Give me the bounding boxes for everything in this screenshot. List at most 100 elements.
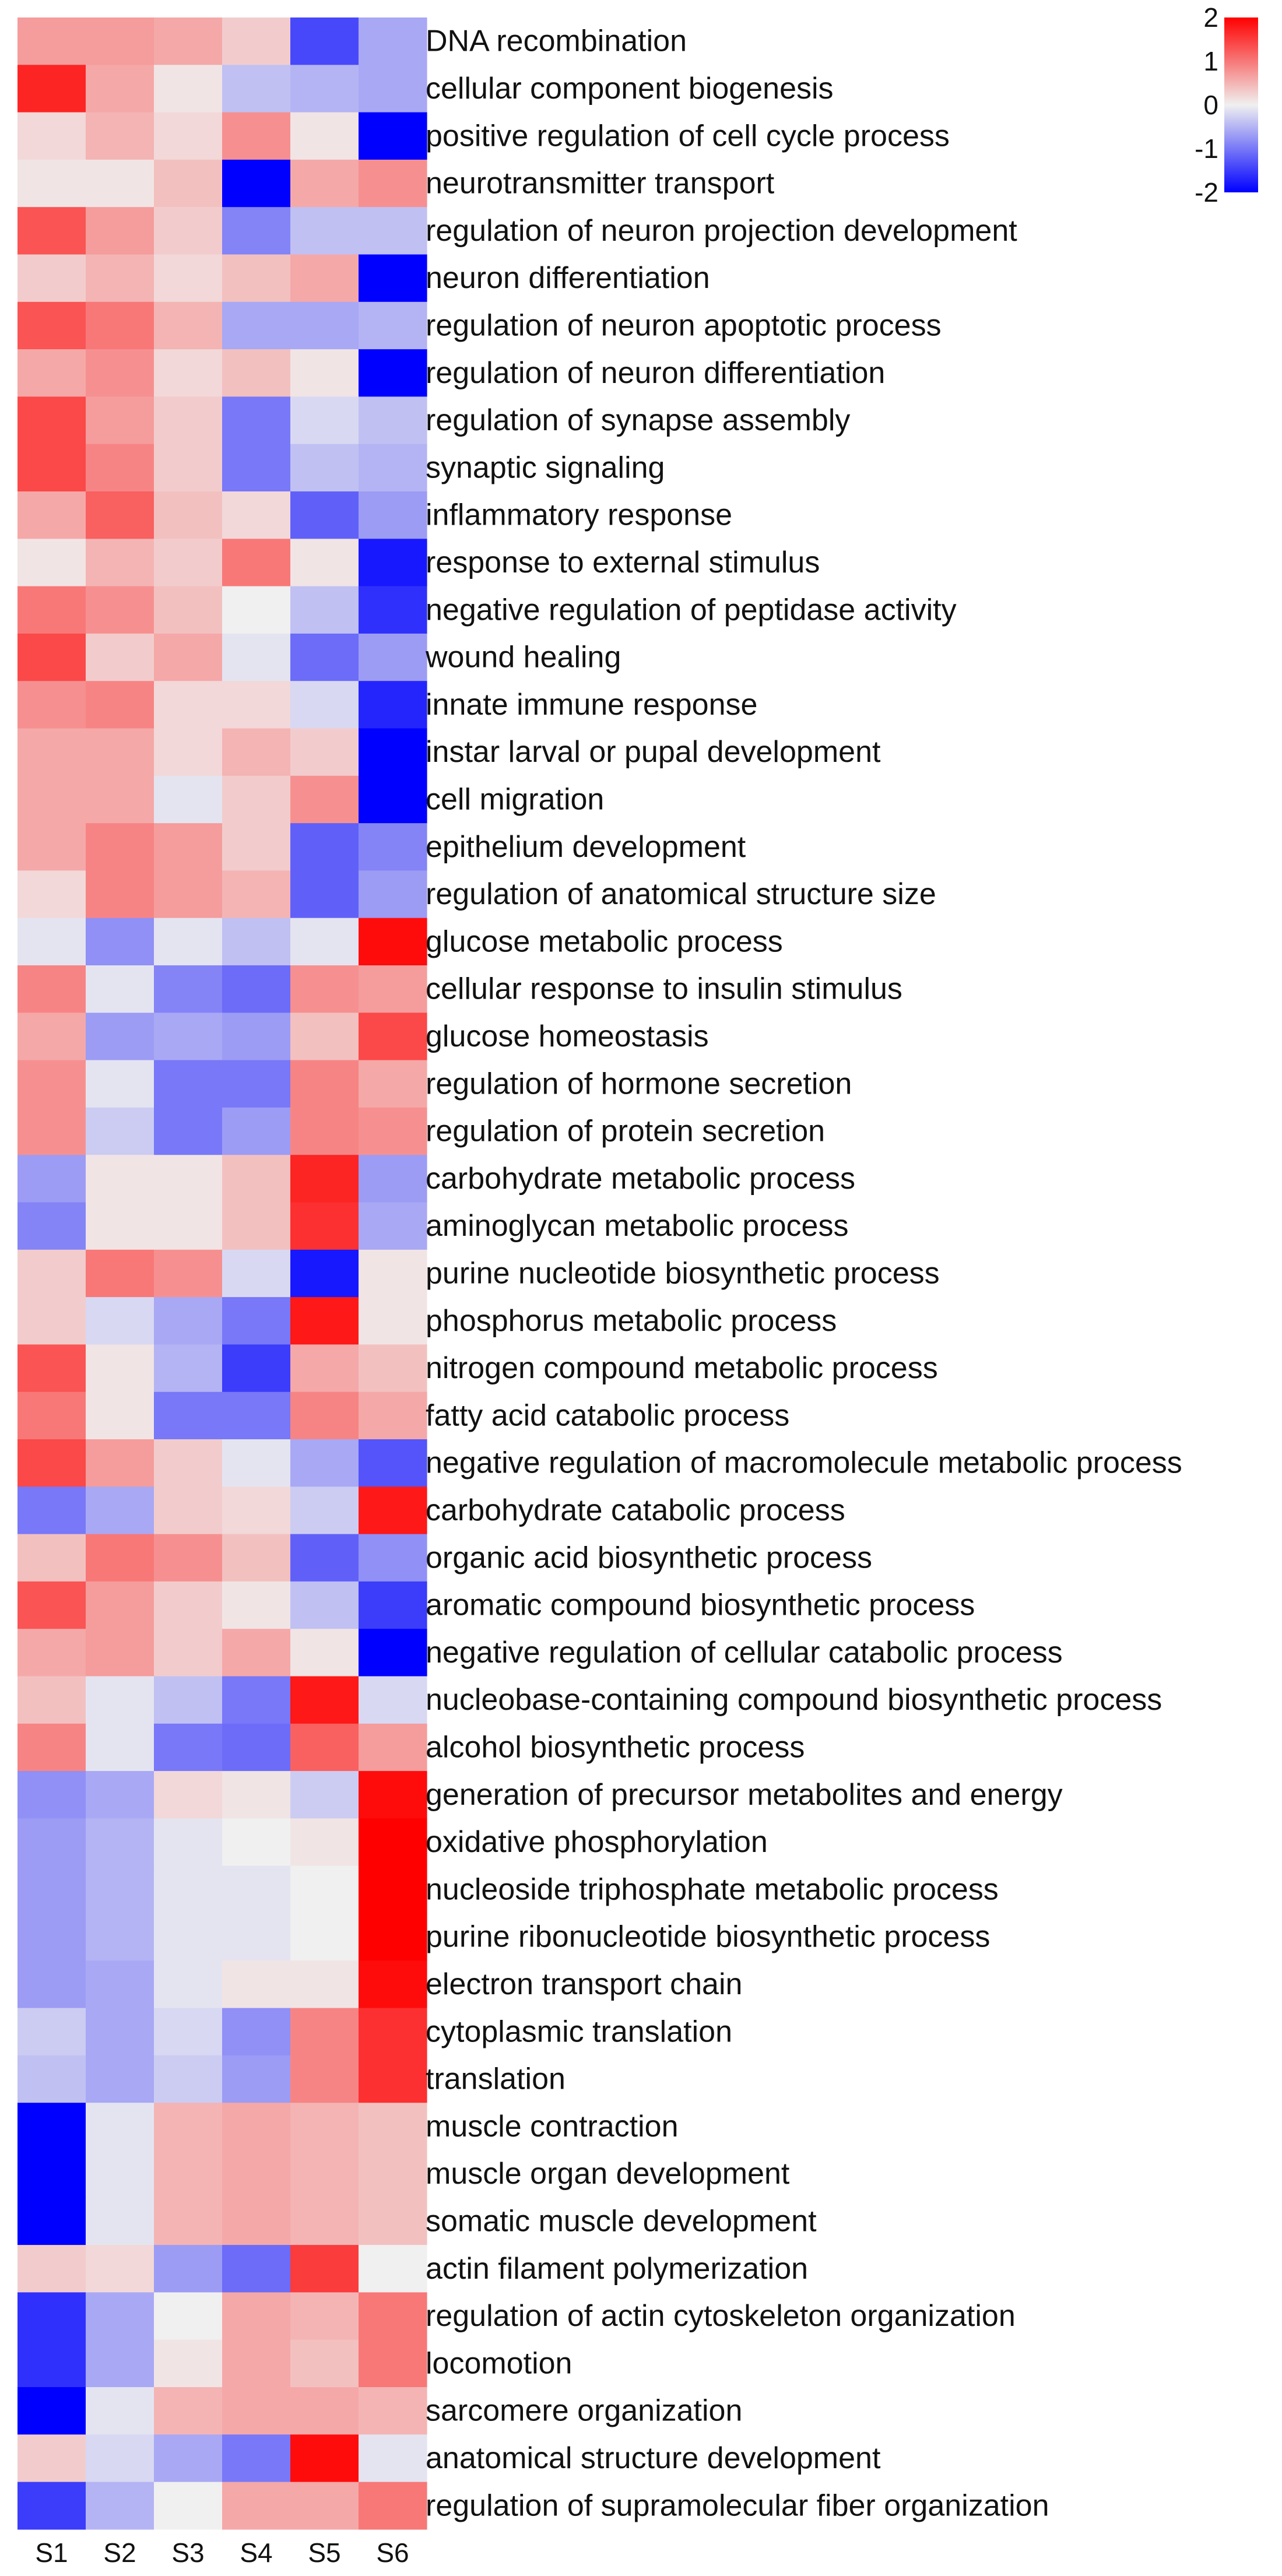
- heatmap-cell-s6-row-45: [359, 2103, 427, 2151]
- heatmap-cell-s5-row-44: [290, 2055, 359, 2103]
- heatmap-cell-s5-row-30: [290, 1391, 359, 1440]
- row-label-nucleobase-containing-compound-biosynthetic-process: nucleobase-containing compound biosynthe…: [426, 1683, 1162, 1717]
- heatmap-cell-s2-row-23: [86, 1060, 154, 1108]
- heatmap-cell-s5-row-8: [290, 349, 359, 397]
- row-label-anatomical-structure-development: anatomical structure development: [426, 2441, 881, 2475]
- legend-tick-label: -1: [1195, 133, 1218, 164]
- heatmap-cell-s5-row-37: [290, 1723, 359, 1772]
- heatmap-cell-s1-row-37: [17, 1723, 86, 1772]
- heatmap-cell-s6-row-52: [359, 2434, 427, 2483]
- heatmap-cell-s3-row-4: [154, 159, 223, 208]
- heatmap-cell-s1-row-27: [17, 1249, 86, 1298]
- row-label-neurotransmitter-transport: neurotransmitter transport: [426, 167, 775, 201]
- heatmap-cell-s6-row-1: [359, 17, 427, 65]
- heatmap-cell-s3-row-47: [154, 2197, 223, 2245]
- heatmap-cell-s3-row-49: [154, 2292, 223, 2340]
- heatmap-cell-s2-row-25: [86, 1155, 154, 1203]
- heatmap-cell-s2-row-40: [86, 1865, 154, 1914]
- heatmap-cell-s4-row-6: [222, 254, 291, 303]
- heatmap-cell-s5-row-41: [290, 1913, 359, 1961]
- legend-ticks: 2 1 0 -1 -2: [1195, 2, 1218, 208]
- row-label-fatty-acid-catabolic-process: fatty acid catabolic process: [426, 1398, 789, 1432]
- heatmap-cell-s2-row-49: [86, 2292, 154, 2340]
- heatmap-cell-s2-row-5: [86, 207, 154, 255]
- heatmap-cell-s1-row-49: [17, 2292, 86, 2340]
- heatmap-cell-s1-row-28: [17, 1297, 86, 1345]
- heatmap-cell-s4-row-52: [222, 2434, 291, 2483]
- heatmap-cell-s5-row-12: [290, 539, 359, 587]
- heatmap-cell-s4-row-42: [222, 1960, 291, 2009]
- heatmap-cell-s2-row-15: [86, 681, 154, 729]
- heatmap-cell-s6-row-9: [359, 396, 427, 445]
- heatmap-cell-s4-row-4: [222, 159, 291, 208]
- row-label-sarcomere-organization: sarcomere organization: [426, 2394, 742, 2428]
- heatmap-cell-s1-row-2: [17, 65, 86, 113]
- heatmap-cell-s3-row-50: [154, 2339, 223, 2388]
- heatmap-cell-s4-row-22: [222, 1013, 291, 1061]
- heatmap-cell-s5-row-10: [290, 444, 359, 492]
- row-label-regulation-of-hormone-secretion: regulation of hormone secretion: [426, 1067, 852, 1101]
- heatmap-cell-s1-row-31: [17, 1439, 86, 1487]
- heatmap-cell-s5-row-14: [290, 633, 359, 681]
- column-label-s2: S2: [103, 2538, 136, 2568]
- legend-tick-label: -2: [1195, 177, 1218, 208]
- heatmap-cell-s5-row-15: [290, 681, 359, 729]
- row-label-cellular-component-biogenesis: cellular component biogenesis: [426, 72, 834, 106]
- heatmap-cell-s3-row-34: [154, 1581, 223, 1629]
- heatmap-cell-s4-row-43: [222, 2008, 291, 2056]
- heatmap-cell-s1-row-40: [17, 1865, 86, 1914]
- heatmap-cell-s6-row-13: [359, 586, 427, 634]
- heatmap-cell-s6-row-51: [359, 2387, 427, 2435]
- heatmap-cell-s6-row-48: [359, 2245, 427, 2293]
- heatmap-cell-s4-row-21: [222, 965, 291, 1013]
- heatmap-cell-s5-row-4: [290, 159, 359, 208]
- heatmap-cell-s4-row-29: [222, 1344, 291, 1393]
- heatmap-cell-s3-row-51: [154, 2387, 223, 2435]
- heatmap-cell-s2-row-8: [86, 349, 154, 397]
- heatmap-cell-s6-row-31: [359, 1439, 427, 1487]
- row-label-glucose-homeostasis: glucose homeostasis: [426, 1020, 709, 1053]
- heatmap-cell-s4-row-7: [222, 301, 291, 350]
- heatmap-cell-s2-row-42: [86, 1960, 154, 2009]
- heatmap-cell-s4-row-20: [222, 918, 291, 966]
- heatmap-cell-s2-row-27: [86, 1249, 154, 1298]
- heatmap-cell-s4-row-30: [222, 1391, 291, 1440]
- heatmap-cell-s1-row-16: [17, 728, 86, 776]
- heatmap-cell-s6-row-15: [359, 681, 427, 729]
- heatmap-cell-s6-row-10: [359, 444, 427, 492]
- heatmap-cell-s6-row-6: [359, 254, 427, 303]
- column-labels: S1 S2 S3 S4 S5 S6: [35, 2538, 409, 2568]
- row-label-innate-immune-response: innate immune response: [426, 688, 757, 722]
- heatmap-cell-s6-row-30: [359, 1391, 427, 1440]
- heatmap-cell-s4-row-13: [222, 586, 291, 634]
- heatmap-cell-s4-row-36: [222, 1676, 291, 1724]
- heatmap-cell-s1-row-9: [17, 396, 86, 445]
- heatmap-cell-s2-row-10: [86, 444, 154, 492]
- row-label-locomotion: locomotion: [426, 2346, 572, 2380]
- heatmap-cell-s2-row-50: [86, 2339, 154, 2388]
- heatmap-cell-s5-row-38: [290, 1771, 359, 1819]
- row-label-cytoplasmic-translation: cytoplasmic translation: [426, 2015, 732, 2048]
- row-label-regulation-of-supramolecular-fiber-organization: regulation of supramolecular fiber organ…: [426, 2489, 1049, 2522]
- heatmap-cell-s1-row-17: [17, 775, 86, 824]
- heatmap-cell-s1-row-36: [17, 1676, 86, 1724]
- heatmap-cell-s3-row-11: [154, 491, 223, 539]
- heatmap-cell-s4-row-46: [222, 2150, 291, 2198]
- column-label-s5: S5: [308, 2538, 340, 2568]
- heatmap-cell-s5-row-16: [290, 728, 359, 776]
- row-label-regulation-of-neuron-differentiation: regulation of neuron differentiation: [426, 356, 885, 390]
- heatmap-cell-s3-row-45: [154, 2103, 223, 2151]
- row-label-regulation-of-neuron-apoptotic-process: regulation of neuron apoptotic process: [426, 308, 942, 342]
- heatmap-cell-s5-row-45: [290, 2103, 359, 2151]
- heatmap-cell-s4-row-9: [222, 396, 291, 445]
- heatmap-cell-s3-row-24: [154, 1107, 223, 1155]
- heatmap-cell-s4-row-5: [222, 207, 291, 255]
- heatmap-cell-s1-row-29: [17, 1344, 86, 1393]
- heatmap-cell-s6-row-34: [359, 1581, 427, 1629]
- heatmap-cell-s3-row-14: [154, 633, 223, 681]
- heatmap-cell-s3-row-1: [154, 17, 223, 65]
- color-legend: 2 1 0 -1 -2: [1195, 2, 1258, 208]
- heatmap-cell-s6-row-38: [359, 1771, 427, 1819]
- heatmap-cell-s2-row-19: [86, 870, 154, 919]
- row-label-generation-of-precursor-metabolites-and-energy: generation of precursor metabolites and …: [426, 1778, 1063, 1812]
